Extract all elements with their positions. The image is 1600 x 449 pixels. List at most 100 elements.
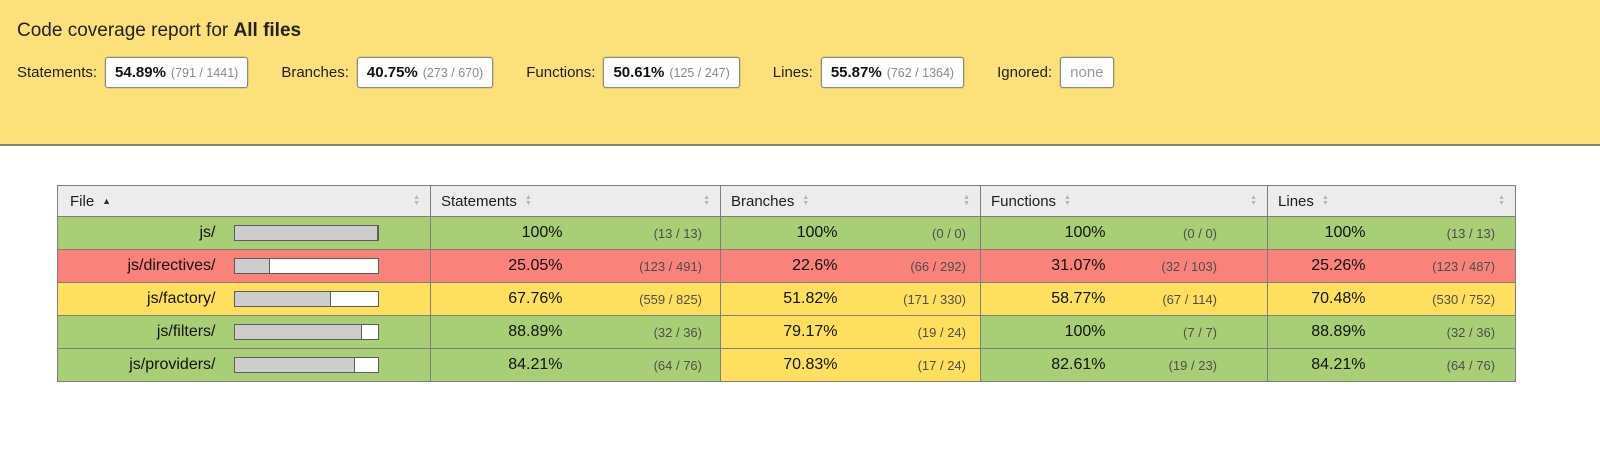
header-lines-label: Lines <box>1278 192 1314 210</box>
file-link[interactable]: js/directives/ <box>127 257 216 274</box>
functions-frac: (32 / 103) <box>1120 249 1268 283</box>
metric-statements-label: Statements: <box>17 64 98 81</box>
metric-lines: Lines: 55.87% (762 / 1364) <box>772 57 965 88</box>
metric-branches-box: 40.75% (273 / 670) <box>356 57 494 88</box>
functions-frac: (0 / 0) <box>1120 216 1268 250</box>
functions-pct: 31.07% <box>980 249 1121 283</box>
file-cell: js/filters/ <box>57 315 228 349</box>
metric-branches-frac: (273 / 670) <box>422 66 484 80</box>
table-row: js/filters/ 88.89% (32 / 36) 79.17% (19 … <box>57 315 1516 349</box>
sort-icon[interactable] <box>1322 195 1329 207</box>
coverage-banner: Code coverage report for All files State… <box>0 0 1600 146</box>
metric-statements-pct: 54.89% <box>115 64 166 81</box>
statements-frac: (32 / 36) <box>580 315 721 349</box>
file-link[interactable]: js/factory/ <box>147 290 216 307</box>
summary-metrics: Statements: 54.89% (791 / 1441) Branches… <box>17 57 1582 88</box>
sort-icon[interactable] <box>413 195 420 207</box>
functions-pct: 100% <box>980 216 1121 250</box>
statements-pct: 84.21% <box>430 348 581 382</box>
metric-statements: Statements: 54.89% (791 / 1441) <box>17 57 249 88</box>
metric-functions-box: 50.61% (125 / 247) <box>603 57 740 88</box>
branches-frac: (17 / 24) <box>855 348 981 382</box>
coverage-bar <box>233 291 379 307</box>
metric-branches: Branches: 40.75% (273 / 670) <box>281 57 494 88</box>
functions-pct: 58.77% <box>980 282 1121 316</box>
coverage-bar <box>233 225 379 241</box>
header-functions-label: Functions <box>991 192 1057 210</box>
coverage-bar <box>233 258 379 274</box>
lines-pct: 84.21% <box>1267 348 1386 382</box>
sort-icon[interactable] <box>802 195 809 207</box>
metric-functions: Functions: 50.61% (125 / 247) <box>526 57 740 88</box>
file-cell: js/ <box>57 216 228 250</box>
lines-frac: (64 / 76) <box>1385 348 1516 382</box>
header-branches[interactable]: Branches <box>720 185 981 217</box>
branches-pct: 22.6% <box>720 249 856 283</box>
functions-frac: (67 / 114) <box>1120 282 1268 316</box>
coverage-bar <box>233 357 379 373</box>
functions-pct: 82.61% <box>980 348 1121 382</box>
statements-frac: (64 / 76) <box>580 348 721 382</box>
functions-frac: (7 / 7) <box>1120 315 1268 349</box>
metric-lines-label: Lines: <box>772 64 813 81</box>
header-functions[interactable]: Functions <box>979 185 1268 217</box>
branches-pct: 51.82% <box>720 282 856 316</box>
header-lines[interactable]: Lines <box>1267 185 1516 217</box>
branches-pct: 79.17% <box>720 315 856 349</box>
metric-statements-frac: (791 / 1441) <box>170 66 239 80</box>
metric-statements-box: 54.89% (791 / 1441) <box>105 57 249 88</box>
metric-ignored-label: Ignored: <box>997 64 1053 81</box>
sort-ascending-icon[interactable]: ▲ <box>102 195 112 206</box>
page-title: Code coverage report for All files <box>17 18 1582 43</box>
statements-frac: (559 / 825) <box>580 282 721 316</box>
header-statements-label: Statements <box>441 192 517 210</box>
lines-pct: 25.26% <box>1267 249 1386 283</box>
lines-frac: (530 / 752) <box>1385 282 1516 316</box>
header-file[interactable]: File ▲ <box>57 185 431 217</box>
page-title-entity: All files <box>233 20 302 41</box>
metric-ignored-box: none <box>1060 57 1114 88</box>
lines-pct: 88.89% <box>1267 315 1386 349</box>
lines-frac: (32 / 36) <box>1385 315 1516 349</box>
sort-icon[interactable] <box>1250 195 1257 207</box>
metric-ignored: Ignored: none <box>997 57 1114 88</box>
functions-frac: (19 / 23) <box>1120 348 1268 382</box>
metric-branches-label: Branches: <box>281 64 349 81</box>
sort-icon[interactable] <box>963 195 970 207</box>
sort-icon[interactable] <box>525 195 532 207</box>
header-file-label: File <box>70 192 95 210</box>
coverage-bar-fill <box>234 325 362 339</box>
coverage-summary-table: File ▲ Statements B <box>57 185 1517 382</box>
lines-pct: 100% <box>1267 216 1386 250</box>
file-cell: js/providers/ <box>57 348 228 382</box>
branches-frac: (19 / 24) <box>855 315 981 349</box>
coverage-bar <box>233 324 379 340</box>
file-link[interactable]: js/filters/ <box>156 323 216 340</box>
metric-lines-box: 55.87% (762 / 1364) <box>820 57 965 88</box>
metric-functions-pct: 50.61% <box>613 64 665 81</box>
branches-frac: (66 / 292) <box>855 249 981 283</box>
header-branches-label: Branches <box>731 192 795 210</box>
file-cell: js/directives/ <box>57 249 228 283</box>
lines-frac: (13 / 13) <box>1385 216 1516 250</box>
statements-pct: 67.76% <box>430 282 581 316</box>
sort-icon[interactable] <box>1064 195 1071 207</box>
table-row: js/directives/ 25.05% (123 / 491) 22.6% … <box>57 249 1516 283</box>
branches-frac: (0 / 0) <box>855 216 981 250</box>
statements-frac: (123 / 491) <box>580 249 721 283</box>
lines-frac: (123 / 487) <box>1385 249 1516 283</box>
metric-lines-pct: 55.87% <box>830 64 882 81</box>
header-statements[interactable]: Statements <box>430 185 721 217</box>
coverage-bar-fill <box>234 292 332 306</box>
file-link[interactable]: js/providers/ <box>129 356 216 373</box>
sort-icon[interactable] <box>1498 195 1505 207</box>
page-title-prefix: Code coverage report for <box>17 20 234 41</box>
metric-branches-pct: 40.75% <box>366 64 418 81</box>
sort-icon[interactable] <box>703 195 710 207</box>
file-link[interactable]: js/ <box>199 224 216 241</box>
coverage-bar-fill <box>234 358 355 372</box>
coverage-bar-cell <box>227 282 431 316</box>
coverage-bar-cell <box>227 315 431 349</box>
branches-pct: 70.83% <box>720 348 856 382</box>
statements-pct: 25.05% <box>430 249 581 283</box>
